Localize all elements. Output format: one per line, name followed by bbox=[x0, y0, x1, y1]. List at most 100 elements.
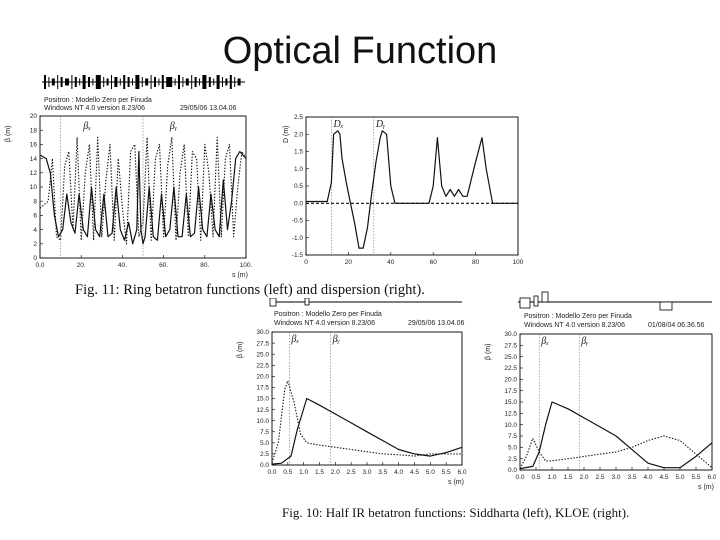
x-tick-label: 80. bbox=[200, 262, 209, 269]
x-tick-label: 80 bbox=[472, 259, 480, 266]
x-tick-label: 3.5 bbox=[627, 474, 636, 481]
x-tick-label: 100. bbox=[240, 262, 253, 269]
y-tick-label: 2.5 bbox=[294, 114, 303, 121]
y-tick-label: 2 bbox=[33, 241, 37, 248]
lattice-element bbox=[71, 75, 73, 89]
sidd-header-line1: Positron : Modello Zero per Finuda bbox=[274, 311, 382, 318]
y-tick-label: 20.0 bbox=[256, 374, 269, 381]
lattice-element bbox=[199, 78, 200, 86]
x-tick-label: 0 bbox=[304, 259, 308, 266]
x-tick-label: 3.0 bbox=[362, 469, 371, 476]
kloe-chart: Positron : Modello Zero per Finuda Windo… bbox=[485, 291, 716, 491]
x-tick-label: 5.0 bbox=[675, 474, 684, 481]
x-tick-label: 2.5 bbox=[595, 474, 604, 481]
y-tick-label: 2.0 bbox=[294, 131, 303, 138]
lattice-element bbox=[127, 77, 130, 87]
x-tick-label: 60. bbox=[159, 262, 168, 269]
y-axis-label: β (m) bbox=[485, 344, 492, 360]
series-line-solid bbox=[519, 401, 713, 470]
lattice-element bbox=[88, 77, 90, 87]
lattice-bar bbox=[518, 291, 712, 311]
y-tick-label: 12.5 bbox=[504, 411, 517, 418]
y-tick-label: 0.0 bbox=[260, 462, 269, 469]
series-annotation: βₓ bbox=[540, 336, 549, 347]
lattice-element bbox=[92, 78, 94, 86]
lattice-element bbox=[74, 77, 77, 87]
x-tick-label: 1.5 bbox=[315, 469, 324, 476]
series-line-dotted bbox=[519, 435, 713, 469]
y-axis-label: β (m) bbox=[5, 126, 12, 142]
x-tick-label: 4.5 bbox=[410, 469, 419, 476]
y-tick-label: 0.0 bbox=[294, 200, 303, 207]
x-tick-label: 100 bbox=[513, 259, 524, 266]
sidd-header-date: 29/05/06 13.04.06 bbox=[408, 320, 465, 327]
lattice-element bbox=[57, 75, 59, 89]
series-annotation: βᵧ bbox=[580, 336, 589, 347]
y-tick-label: 5.0 bbox=[260, 440, 269, 447]
x-tick-label: 5.5 bbox=[442, 469, 451, 476]
lattice-element bbox=[150, 75, 152, 89]
y-tick-label: 0.0 bbox=[508, 467, 517, 474]
y-tick-label: 17.5 bbox=[256, 385, 269, 392]
lattice-element bbox=[145, 78, 149, 86]
lattice-element bbox=[208, 77, 211, 87]
lattice-element bbox=[158, 78, 160, 86]
lattice-element bbox=[234, 77, 236, 87]
series-annotation: βᵧ bbox=[332, 334, 341, 345]
y-tick-label: 30.0 bbox=[504, 331, 517, 338]
x-tick-label: 4.5 bbox=[659, 474, 668, 481]
x-tick-label: 5.0 bbox=[426, 469, 435, 476]
ring-header-line2: Windows NT 4.0 version 8.23/06 bbox=[44, 105, 145, 112]
x-axis-label: s (m) bbox=[232, 272, 248, 279]
lattice-element bbox=[182, 77, 184, 87]
lattice-bar bbox=[42, 75, 245, 89]
x-tick-label: 1.5 bbox=[563, 474, 572, 481]
lattice-element bbox=[178, 75, 180, 89]
x-tick-label: 1.0 bbox=[299, 469, 308, 476]
lattice-element bbox=[95, 75, 101, 89]
plot-frame bbox=[519, 333, 713, 471]
y-tick-label: -1.5 bbox=[292, 252, 304, 259]
y-tick-label: 10.0 bbox=[256, 418, 269, 425]
x-tick-label: 4.0 bbox=[394, 469, 403, 476]
y-tick-label: 12.5 bbox=[256, 407, 269, 414]
series-annotation: Dᵧ bbox=[375, 119, 386, 130]
dispersion-panel: -1.5 -1.0 -0.5 0.0 0.5 1.0 1.5 2.0 2.5 0 20 40 60 80 1… bbox=[280, 105, 530, 275]
series-line-solid bbox=[306, 130, 518, 249]
series-line-dotted bbox=[271, 380, 462, 463]
x-tick-label: 0.5 bbox=[531, 474, 540, 481]
y-tick-label: 27.5 bbox=[256, 340, 269, 347]
y-tick-label: 14 bbox=[30, 156, 38, 163]
fig11-caption: Fig. 11: Ring betatron functions (left) … bbox=[75, 282, 425, 298]
plot-frame bbox=[305, 116, 519, 256]
y-tick-label: 27.5 bbox=[504, 343, 517, 350]
lattice-element bbox=[48, 77, 50, 87]
x-axis-label: s (m) bbox=[698, 484, 714, 491]
y-tick-label: 0.5 bbox=[294, 183, 303, 190]
lattice-element bbox=[174, 78, 176, 86]
lattice-element bbox=[135, 75, 140, 89]
y-tick-label: 20 bbox=[30, 113, 38, 120]
y-tick-label: 22.5 bbox=[256, 362, 269, 369]
lattice-element bbox=[229, 75, 232, 89]
x-tick-label: 3.5 bbox=[378, 469, 387, 476]
kloe-panel: Positron : Modello Zero per Finuda Windo… bbox=[480, 288, 716, 498]
lattice-element bbox=[82, 75, 86, 89]
ring-header-line1: Positron : Modello Zero per Finuda bbox=[44, 97, 152, 104]
y-tick-label: 2.5 bbox=[508, 456, 517, 463]
x-tick-label: 3.0 bbox=[611, 474, 620, 481]
lattice-element bbox=[166, 77, 173, 87]
y-tick-label: 12 bbox=[30, 170, 38, 177]
x-tick-label: 1.0 bbox=[547, 474, 556, 481]
lattice-element bbox=[79, 78, 81, 86]
y-tick-label: 8 bbox=[33, 198, 37, 205]
lattice-element bbox=[222, 77, 223, 87]
series-annotation: βᵧ bbox=[169, 121, 178, 132]
x-tick-label: 2.0 bbox=[331, 469, 340, 476]
y-tick-label: 0 bbox=[33, 255, 37, 262]
series-annotation: Dₓ bbox=[332, 119, 343, 130]
lattice-element bbox=[106, 78, 109, 86]
y-tick-label: 20.0 bbox=[504, 377, 517, 384]
y-tick-label: 6 bbox=[33, 213, 37, 220]
lattice-element bbox=[123, 75, 126, 89]
